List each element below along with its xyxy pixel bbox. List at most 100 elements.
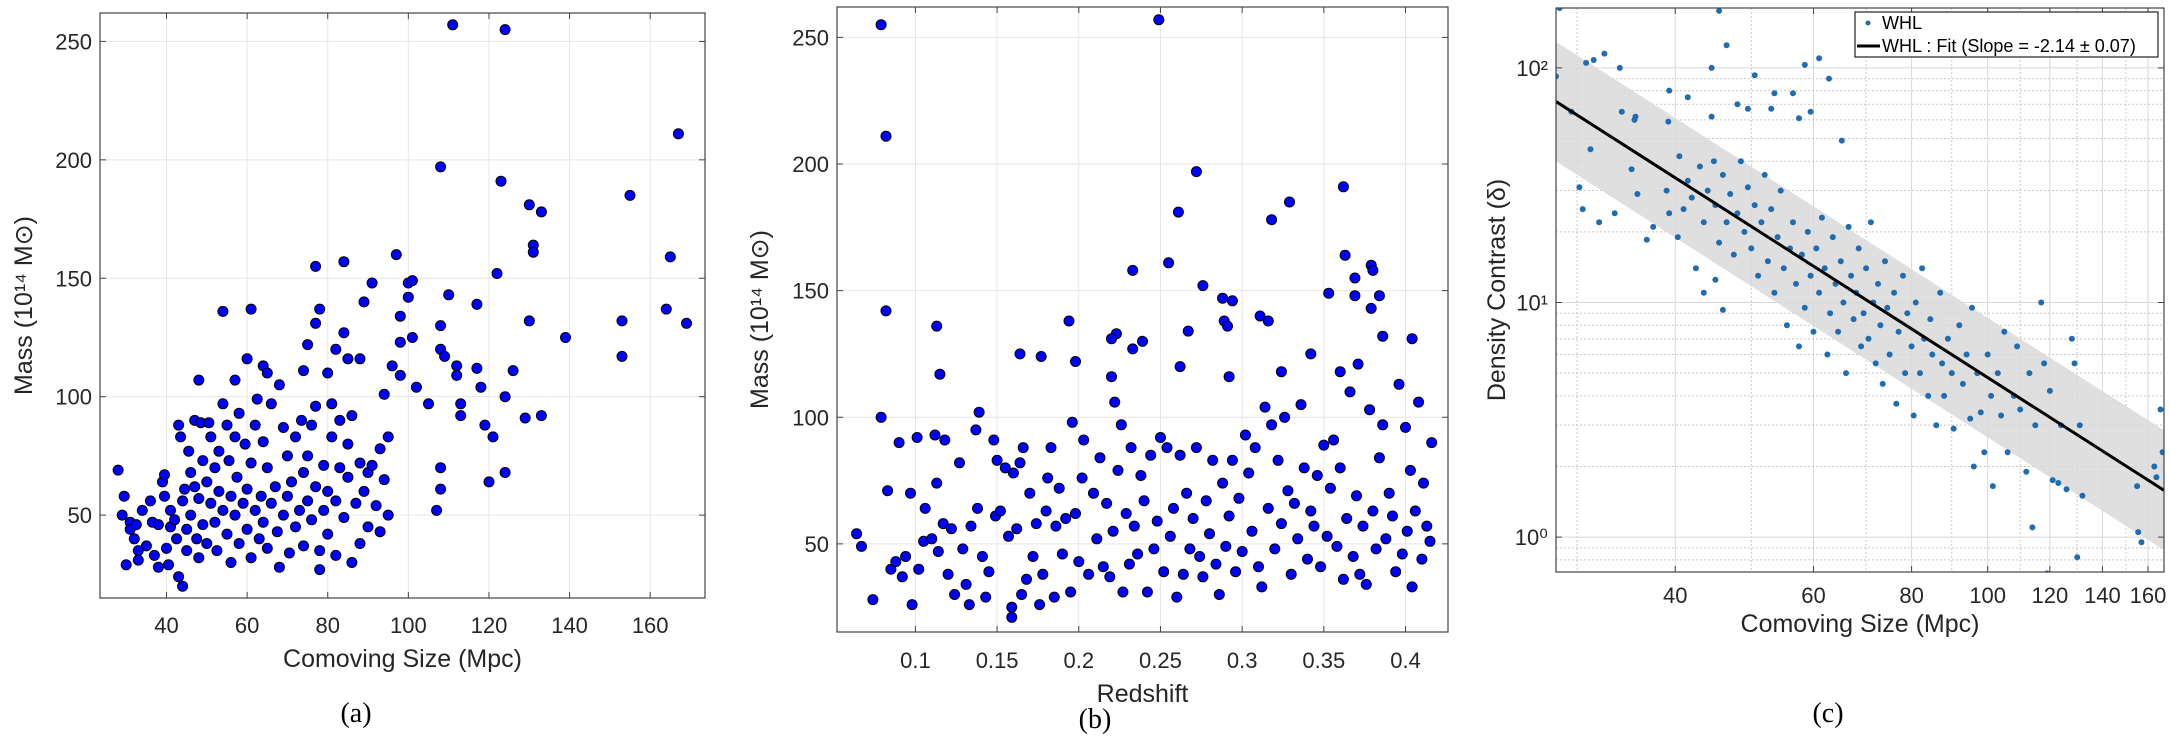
data-point — [1006, 611, 1018, 623]
data-point — [201, 538, 213, 549]
data-point — [269, 481, 281, 493]
x-tick-label: 100 — [390, 613, 427, 638]
data-point — [2151, 463, 2158, 470]
data-point — [1171, 591, 1183, 603]
data-point — [535, 206, 547, 218]
data-point — [1210, 558, 1222, 570]
data-point — [1758, 219, 1765, 226]
data-point — [1285, 568, 1297, 580]
data-point — [354, 353, 366, 365]
data-point — [1700, 219, 1707, 226]
data-point — [435, 483, 447, 495]
data-point — [130, 519, 142, 531]
data-point — [1063, 315, 1075, 327]
data-point — [1383, 487, 1395, 499]
data-point — [249, 419, 261, 431]
data-point — [239, 438, 251, 450]
y-tick-label: 50 — [68, 503, 92, 528]
panel-caption: (c) — [1812, 698, 1843, 729]
data-point — [314, 303, 326, 315]
data-point — [257, 516, 269, 528]
data-point — [1112, 464, 1124, 476]
data-point — [1816, 289, 1823, 296]
data-point — [179, 483, 191, 495]
data-point — [281, 450, 293, 462]
data-point — [217, 305, 229, 317]
data-point — [1042, 472, 1054, 484]
data-point — [330, 343, 342, 355]
data-point — [273, 379, 285, 391]
data-point — [1601, 50, 1608, 57]
data-point — [1048, 591, 1060, 603]
data-point — [1311, 470, 1323, 481]
data-point — [1611, 210, 1618, 217]
data-point — [1793, 280, 1799, 287]
data-point — [1807, 272, 1814, 279]
data-point — [1145, 449, 1157, 461]
data-point — [1895, 328, 1902, 335]
data-point — [934, 368, 946, 380]
data-point — [406, 275, 418, 287]
data-point — [273, 561, 285, 573]
data-point — [1401, 525, 1413, 537]
data-point — [1737, 158, 1744, 165]
data-point — [217, 504, 229, 516]
data-point — [265, 398, 277, 410]
data-point — [338, 327, 350, 339]
data-point — [225, 490, 237, 502]
data-point — [1308, 520, 1320, 532]
data-point — [1182, 325, 1194, 337]
data-point — [1774, 234, 1781, 241]
data-point — [120, 559, 132, 571]
data-point — [523, 315, 535, 327]
data-point — [1351, 490, 1362, 502]
data-point — [1190, 442, 1202, 454]
data-point — [1117, 586, 1129, 598]
data-point — [471, 298, 483, 310]
data-point — [931, 477, 943, 489]
data-point — [1106, 333, 1117, 345]
data-point — [1163, 257, 1175, 269]
data-point — [1576, 184, 1583, 191]
data-point — [913, 563, 925, 575]
data-point — [261, 462, 273, 474]
data-point — [1796, 115, 1802, 122]
data-point — [1315, 561, 1327, 573]
data-point — [159, 490, 170, 502]
data-point — [1323, 287, 1335, 299]
data-point — [1893, 400, 1900, 407]
data-point — [499, 467, 511, 478]
data-point — [221, 419, 233, 431]
x-tick-label: 0.4 — [1390, 648, 1421, 673]
data-point — [926, 533, 938, 545]
x-axis-label: Comoving Size (Mpc) — [283, 645, 522, 673]
data-point — [1948, 370, 1955, 377]
data-point — [362, 521, 374, 533]
data-point — [949, 589, 961, 600]
data-point — [334, 414, 346, 426]
x-tick-label: 40 — [1663, 583, 1687, 608]
data-point — [271, 526, 283, 538]
data-point — [1855, 245, 1862, 252]
data-point — [1153, 14, 1165, 26]
data-point — [175, 431, 187, 443]
data-point — [999, 462, 1011, 474]
data-point — [1172, 206, 1184, 218]
data-point — [1217, 477, 1229, 489]
data-point — [2046, 387, 2053, 394]
data-point — [189, 481, 201, 493]
panel-c: 40 60 80 100 120 140 160 10⁰ 10¹ 10² Comoving Size… — [1483, 7, 2166, 729]
data-point — [2004, 449, 2011, 456]
data-point — [1967, 415, 1974, 422]
data-point — [306, 514, 318, 526]
data-point — [1060, 513, 1072, 524]
x-tick-label: 80 — [1899, 583, 1923, 608]
data-point — [1030, 518, 1042, 530]
data-point — [2032, 422, 2039, 429]
data-point — [1101, 497, 1113, 509]
data-point — [386, 360, 398, 372]
x-tick-label: 60 — [1801, 583, 1825, 608]
data-point — [455, 398, 467, 410]
data-point — [1302, 553, 1313, 565]
data-point — [991, 454, 1003, 466]
